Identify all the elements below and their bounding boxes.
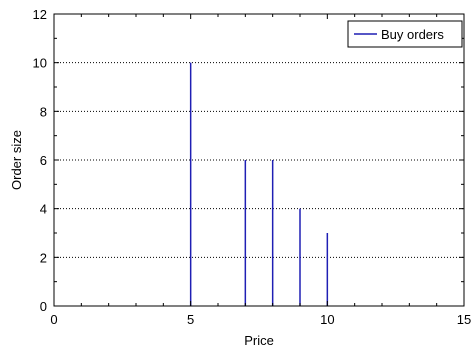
legend: Buy orders <box>347 20 463 48</box>
y-tick-label: 0 <box>40 299 47 314</box>
y-tick-label: 8 <box>40 104 47 119</box>
y-tick-label: 12 <box>33 7 47 22</box>
y-axis-ticks: 0 2 4 6 8 10 12 <box>33 7 464 314</box>
y-tick-label: 4 <box>40 202 47 217</box>
x-tick-label: 15 <box>457 312 471 327</box>
y-tick-label: 6 <box>40 153 47 168</box>
y-axis-label: Order size <box>9 130 24 190</box>
x-tick-label: 5 <box>187 312 194 327</box>
y-tick-label: 10 <box>33 56 47 71</box>
y-tick-label: 2 <box>40 250 47 265</box>
x-axis-ticks: 0 5 10 15 <box>50 14 471 327</box>
data-stems <box>189 62 329 306</box>
x-tick-label: 10 <box>320 312 334 327</box>
x-axis-label: Price <box>244 333 274 348</box>
legend-label-buy-orders: Buy orders <box>381 27 444 42</box>
x-tick-label: 0 <box>50 312 57 327</box>
grid-lines <box>54 62 464 258</box>
